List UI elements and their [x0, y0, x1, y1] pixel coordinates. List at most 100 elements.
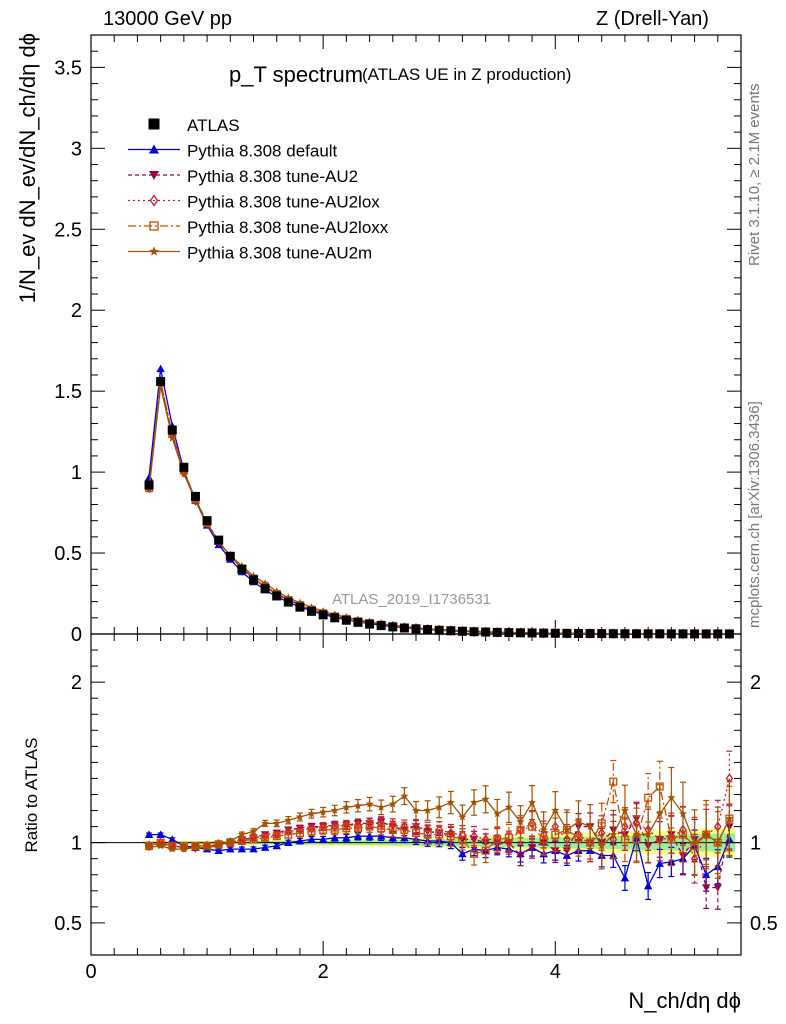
atlas-data-point: [562, 628, 572, 638]
ratio-series-5-point: [435, 803, 444, 811]
atlas-data-point: [666, 629, 676, 639]
ratio-series-3-point: [656, 834, 664, 845]
atlas-data-point: [179, 462, 189, 472]
ratio-series-5-point: [632, 830, 641, 838]
ratio-series-5-point: [516, 817, 525, 826]
ratio-series-3-point: [528, 818, 536, 829]
legend-marker-3: [149, 194, 159, 207]
ratio-series-5-point: [423, 806, 432, 814]
atlas-data-point: [202, 516, 212, 526]
ratio-series-2-point: [527, 844, 537, 852]
ratio-series-4-point: [609, 777, 618, 786]
ratio-series-5-point: [644, 830, 653, 838]
atlas-data-point: [574, 628, 583, 638]
ratio-series-4-point: [644, 793, 653, 802]
ratio-series-5-point: [551, 806, 560, 814]
header-right-label: Z (Drell-Yan): [596, 8, 709, 30]
ratio-series-4-point: [411, 829, 421, 838]
ratio-axis-label: Ratio to ATLAS: [22, 738, 41, 853]
ratio-series-1-point: [388, 833, 397, 842]
atlas-data-point: [167, 425, 177, 435]
ratio-series-1-point: [330, 833, 339, 842]
ratio-series-5-point: [377, 803, 386, 811]
ratio-series-5-point: [458, 812, 467, 821]
atlas-data-point: [260, 584, 270, 594]
ratio-series-1-point: [376, 832, 386, 840]
ratio-series-4-point: [284, 830, 293, 839]
ratio-tick-label-right: 0.5: [750, 913, 778, 935]
atlas-data-point: [353, 617, 363, 627]
legend-label-atlas: ATLAS: [187, 116, 240, 135]
ratio-series-5-point: [504, 803, 513, 811]
atlas-data-point: [295, 602, 305, 612]
ratio-series-5-point: [156, 841, 165, 850]
ratio-series-5-point: [481, 795, 490, 803]
ratio-series-5-point: [261, 819, 270, 827]
ratio-tick-label: 1: [71, 833, 82, 855]
ratio-series-4-point: [272, 832, 281, 841]
ratio-series-5-point: [597, 841, 606, 850]
atlas-data-point: [376, 621, 386, 631]
ratio-series-5-point: [725, 814, 734, 822]
ratio-series-5-point: [179, 844, 188, 853]
ratio-series-1-point: [307, 835, 316, 843]
ratio-series-4-point: [481, 846, 490, 855]
ratio-series-4-point: [470, 849, 479, 858]
y-tick-label: 0: [71, 624, 82, 646]
atlas-data-point: [724, 629, 734, 639]
atlas-data-point: [597, 629, 607, 639]
atlas-data-point: [225, 551, 235, 561]
atlas-data-point: [539, 628, 549, 638]
y-tick-label: 2: [71, 300, 82, 322]
ratio-series-4-point: [667, 835, 676, 844]
atlas-data-point: [643, 629, 653, 639]
ratio-series-5-point: [365, 799, 374, 808]
ratio-series-4-point: [435, 830, 444, 839]
atlas-data-point: [283, 597, 293, 607]
atlas-data-point: [492, 627, 502, 637]
legend-marker-5: [149, 246, 159, 256]
ratio-series-5-point: [539, 825, 548, 834]
ratio-series-5-point: [342, 803, 351, 811]
ratio-series-1-point: [249, 844, 258, 853]
ratio-series-4-point: [528, 822, 537, 831]
ratio-series-3-point: [493, 834, 501, 845]
ratio-series-1-point: [295, 836, 305, 845]
ratio-series-1-point: [342, 833, 351, 842]
x-tick-label: 2: [318, 961, 329, 983]
ratio-series-1-point: [655, 859, 664, 867]
atlas-data-point: [411, 624, 421, 634]
ratio-series-4-point: [446, 832, 455, 841]
ratio-series-4-point: [330, 825, 339, 834]
ratio-series-5-point: [609, 830, 618, 838]
legend-label-3: Pythia 8.308 tune-AU2lox: [187, 193, 380, 212]
ratio-series-1-point: [214, 846, 223, 855]
ratio-series-5-point: [145, 843, 153, 851]
atlas-data-point: [632, 629, 642, 639]
atlas-data-point: [608, 629, 618, 639]
y-tick-label: 0.5: [54, 543, 82, 565]
atlas-data-point: [190, 491, 200, 501]
atlas-data-point: [365, 619, 375, 629]
ratio-series-4-point: [261, 833, 270, 842]
series-5-point: [168, 434, 177, 442]
ratio-series-1-point: [353, 832, 363, 840]
atlas-data-point: [144, 480, 154, 490]
atlas-data-point: [469, 627, 479, 637]
legend-marker-atlas: [148, 118, 160, 130]
ratio-series-2-point: [516, 852, 525, 860]
atlas-data-point: [434, 625, 444, 635]
ratio-tick-label: 2: [71, 672, 82, 694]
atlas-data-point: [307, 606, 317, 616]
atlas-data-point: [318, 610, 328, 620]
ratio-series-1-point: [144, 830, 154, 838]
ratio-series-4-point: [307, 827, 316, 836]
ratio-series-1-point: [318, 835, 328, 843]
chart-subtitle: (ATLAS UE in Z production): [362, 65, 571, 84]
ratio-series-4-point: [423, 830, 432, 839]
ratio-series-5-point: [470, 798, 478, 806]
ratio-series-4-point: [342, 824, 351, 833]
ratio-tick-label-right: 1: [750, 833, 761, 855]
ratio-series-5-point: [214, 841, 223, 850]
legend-label-2: Pythia 8.308 tune-AU2: [187, 167, 358, 186]
